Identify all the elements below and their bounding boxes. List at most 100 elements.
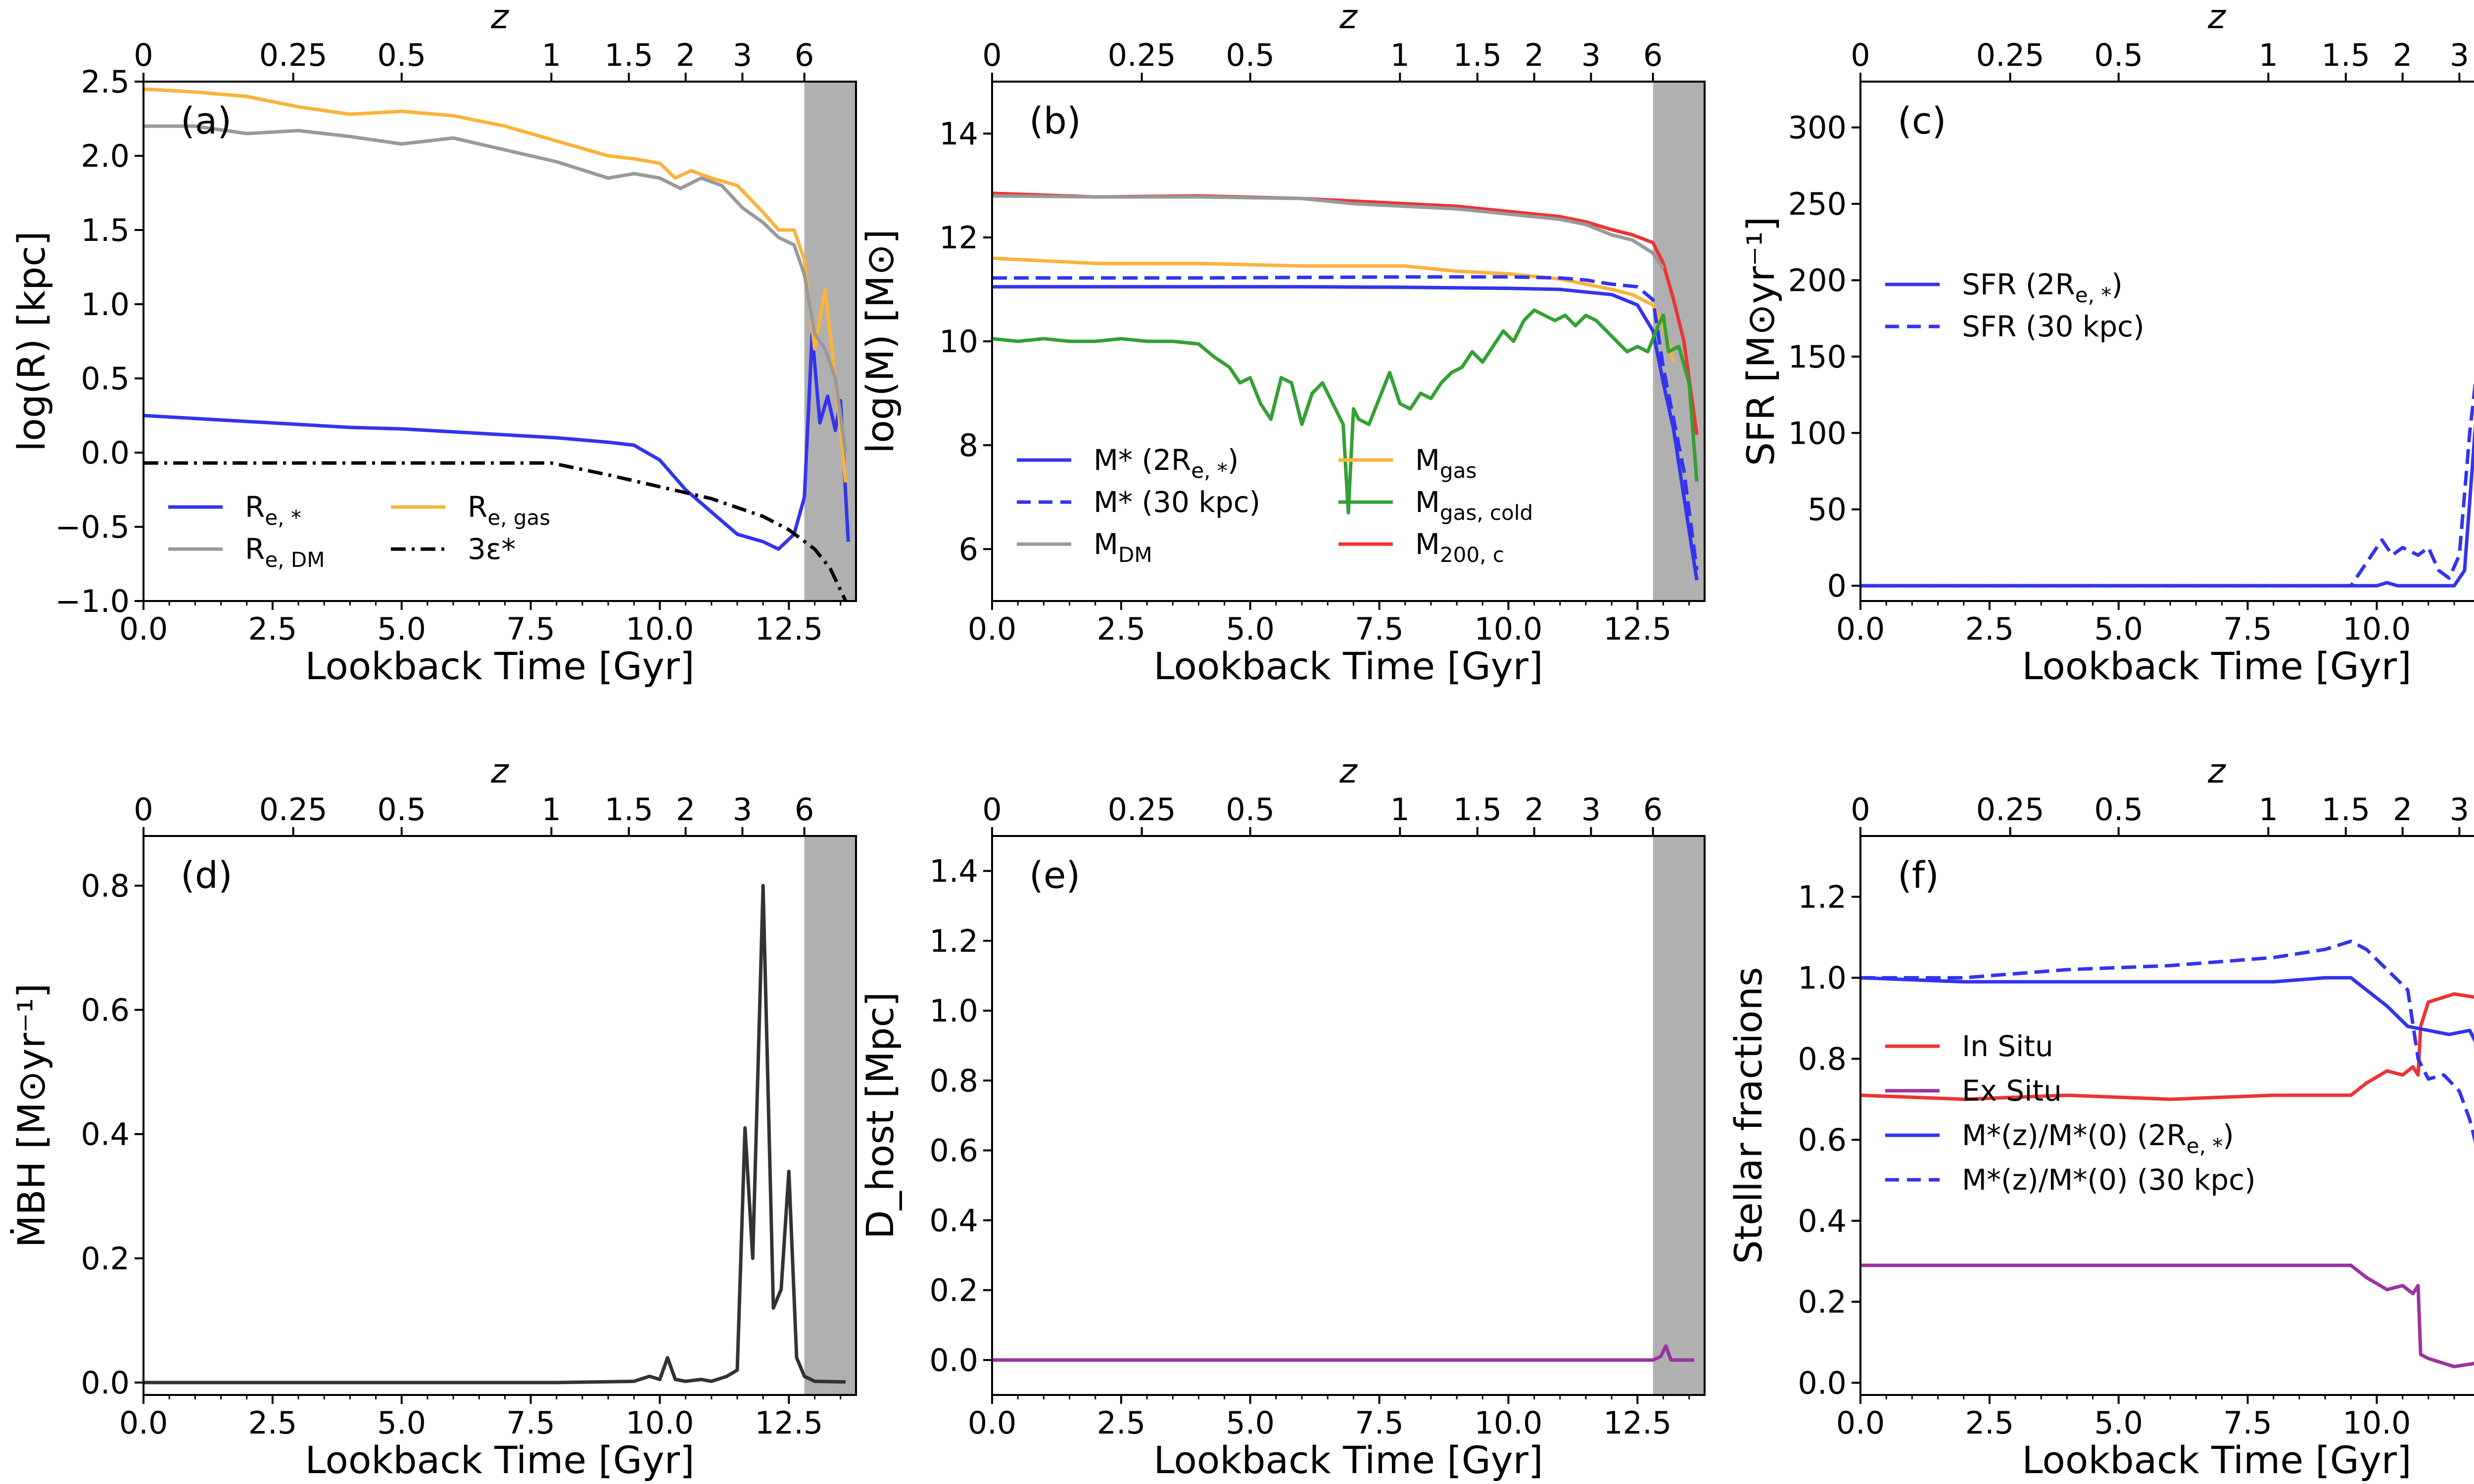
y-tick-label: 250 [1788, 186, 1847, 222]
legend-label: M*(z)/M*(0) (30 kpc) [1962, 1163, 2256, 1197]
series-group [1860, 939, 2474, 1369]
top-tick-label: 0 [134, 37, 153, 73]
x-tick-label: 10.0 [2342, 1405, 2411, 1441]
legend: In Situ Ex Situ M*(z)/M*(0) (2Re, *) M*(z)/… [1885, 1029, 2256, 1197]
legend-label: Re, DM [245, 532, 325, 572]
panel-f: 0.0 2.5 5.0 7.5 10.0 12.5 0.0 0.2 0.4 0.6 0.8 1.0 1.… [1726, 752, 2474, 1482]
series-line [992, 256, 1675, 363]
x-tick-label: 7.5 [1355, 1405, 1404, 1441]
top-tick-label: 0.25 [1108, 37, 1176, 73]
top-tick-label: 1.5 [605, 791, 654, 828]
y-tick-label: 0.6 [1798, 1122, 1847, 1158]
y-tick-label: 1.4 [929, 853, 978, 889]
y-tick-label: 1.0 [929, 993, 978, 1029]
top-tick-label: 6 [1643, 37, 1663, 73]
series-line [143, 124, 848, 453]
plot-frame [1859, 81, 2474, 602]
top-axis-label: z [490, 0, 509, 37]
series-line [143, 461, 848, 601]
shaded-region [804, 836, 856, 1395]
x-tick-label: 5.0 [377, 611, 426, 647]
x-tick-label: 7.5 [506, 1405, 555, 1441]
top-tick-label: 0.5 [2094, 791, 2143, 828]
x-tick-label: 2.5 [1097, 1405, 1146, 1441]
top-tick-label: 1.5 [2322, 37, 2371, 73]
y-tick-label: 1.0 [1798, 960, 1847, 996]
panel-label: (c) [1898, 100, 1946, 142]
series-group [1860, 379, 2474, 588]
shaded-region [1653, 836, 1705, 1395]
top-tick-label: 6 [1643, 791, 1663, 828]
x-tick-label: 2.5 [1097, 611, 1146, 647]
y-tick-label: 0.4 [929, 1203, 978, 1239]
series-line [143, 332, 850, 551]
series-line [992, 275, 1699, 570]
legend-label: SFR (2Re, *) [1962, 268, 2123, 307]
y-axis-label: log(R) [kpc] [9, 231, 53, 451]
top-tick-label: 2 [1524, 37, 1544, 73]
top-tick-label: 0.25 [259, 37, 328, 73]
legend-label: Ex Situ [1962, 1074, 2062, 1108]
y-tick-label: 0.0 [929, 1342, 978, 1378]
y-tick-label: 8 [959, 427, 978, 464]
top-tick-label: 1.5 [2322, 791, 2371, 828]
x-tick-label: 10.0 [2342, 611, 2411, 647]
top-tick-label: 1 [542, 37, 561, 73]
series-line [992, 191, 1699, 435]
y-tick-label: 0.2 [929, 1272, 978, 1308]
top-tick-label: 1 [2259, 791, 2278, 828]
x-tick-label: 12.5 [755, 1405, 823, 1441]
top-tick-label: 2 [676, 791, 695, 828]
series-line [1860, 939, 2474, 1144]
y-tick-label: 0.0 [81, 1365, 130, 1401]
y-tick-label: 200 [1788, 262, 1847, 298]
y-tick-label: 0.6 [929, 1133, 978, 1169]
y-tick-label: 10 [939, 324, 978, 360]
top-tick-label: 2 [2393, 791, 2412, 828]
x-tick-label: 12.5 [1603, 1405, 1671, 1441]
legend: M* (2Re, *) Mgas M* (30 kpc) Mgas, cold MDM M… [1017, 443, 1533, 567]
x-tick-label: 0.0 [968, 611, 1017, 647]
x-tick-label: 5.0 [1226, 611, 1275, 647]
y-tick-label: 6 [959, 531, 978, 567]
y-tick-label: 12 [939, 220, 978, 256]
x-tick-label: 12.5 [1603, 611, 1671, 647]
legend-label: 3ε* [468, 532, 516, 566]
x-tick-label: 2.5 [1965, 611, 2014, 647]
x-axis-label: Lookback Time [Gyr] [2022, 1438, 2411, 1482]
x-tick-label: 12.5 [2472, 611, 2474, 647]
top-axis-label: z [2207, 752, 2226, 791]
legend-label: In Situ [1962, 1029, 2053, 1063]
x-tick-label: 12.5 [2472, 1405, 2474, 1441]
top-tick-label: 0 [1851, 791, 1870, 828]
series-group [143, 87, 850, 601]
y-tick-label: 0.5 [81, 361, 130, 397]
y-axis-label: Stellar fractions [1726, 967, 1770, 1264]
x-axis-label: Lookback Time [Gyr] [305, 644, 694, 688]
y-tick-label: 0.2 [1798, 1284, 1847, 1320]
top-tick-label: 2 [1524, 791, 1544, 828]
y-tick-label: 150 [1788, 339, 1847, 375]
panel-a: 0.0 2.5 5.0 7.5 10.0 12.5−1.0−0.50.00.51.01.5… [9, 0, 857, 688]
legend-label: M* (2Re, *) [1094, 443, 1239, 483]
top-tick-label: 6 [795, 37, 814, 73]
y-tick-label: 0.4 [81, 1116, 130, 1153]
panel-label: (d) [181, 854, 233, 897]
top-tick-label: 0.25 [1976, 37, 2045, 73]
plot-frame [143, 81, 857, 602]
panel-d: 0.0 2.5 5.0 7.5 10.0 12.5 0.0 0.2 0.4 0.6 0.8 0 0.25… [9, 752, 857, 1482]
y-tick-label: 2.0 [81, 138, 130, 174]
x-tick-label: 10.0 [625, 611, 694, 647]
series-group [143, 883, 846, 1385]
series-line [1860, 976, 2474, 1043]
x-tick-label: 7.5 [506, 611, 555, 647]
top-tick-label: 0.25 [1976, 791, 2045, 828]
series-line [992, 285, 1699, 581]
x-tick-label: 10.0 [1474, 611, 1542, 647]
x-tick-label: 0.0 [119, 611, 168, 647]
top-tick-label: 2 [2393, 37, 2412, 73]
top-tick-label: 1 [1390, 791, 1410, 828]
legend-label: M*(z)/M*(0) (2Re, *) [1962, 1118, 2234, 1158]
panel-label: (a) [181, 100, 232, 142]
legend-label: Mgas, cold [1415, 485, 1533, 525]
